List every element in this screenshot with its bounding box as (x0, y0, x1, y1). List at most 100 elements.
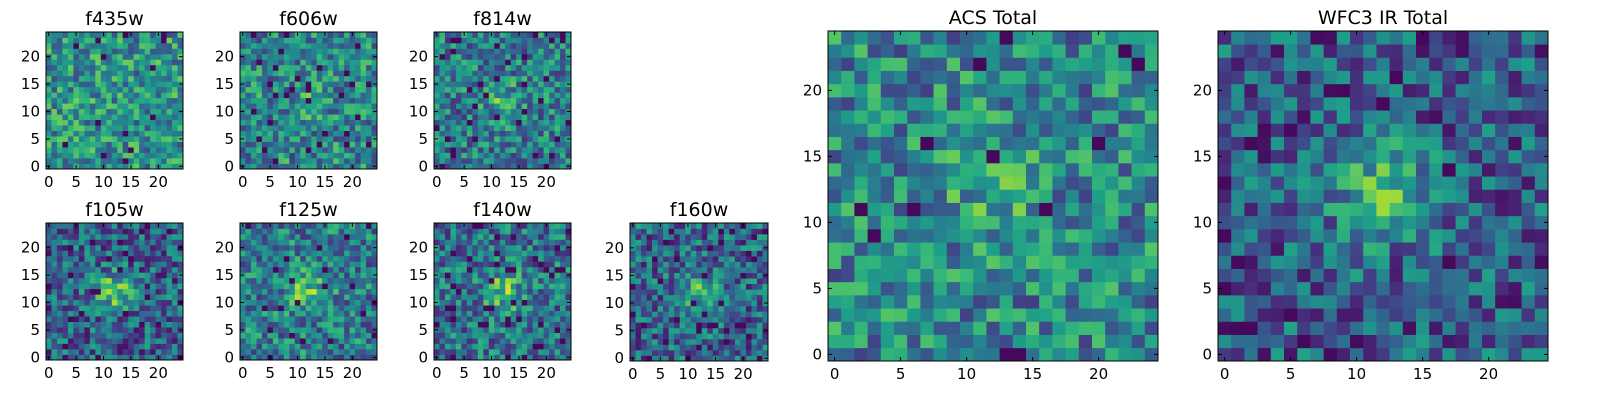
heatmap-cell (128, 37, 134, 43)
y-tick-label: 0 (30, 157, 40, 175)
heatmap-cell (68, 65, 74, 71)
heatmap-cell (685, 339, 691, 345)
heatmap-cell (702, 300, 708, 306)
heatmap-cell (161, 70, 167, 76)
heatmap-cell (680, 311, 686, 317)
heatmap-cell (533, 147, 539, 153)
heatmap-cell (267, 272, 273, 278)
heatmap-cell (746, 234, 752, 240)
heatmap-cell (51, 136, 57, 142)
heatmap-cell (112, 98, 118, 104)
heatmap-cell (322, 136, 328, 142)
heatmap-cell (333, 355, 339, 361)
heatmap-cell (46, 305, 52, 311)
heatmap-cell (669, 322, 675, 328)
heatmap-cell (112, 228, 118, 234)
heatmap-cell (344, 37, 350, 43)
heatmap-cell (461, 131, 467, 137)
heatmap-cell (273, 289, 279, 295)
heatmap-cell (284, 250, 290, 256)
heatmap-cell (339, 261, 345, 267)
heatmap-cell (372, 322, 378, 328)
heatmap-cell (278, 283, 284, 289)
heatmap-cell (317, 333, 323, 339)
heatmap-cell (284, 327, 290, 333)
heatmap-cell (538, 338, 544, 344)
heatmap-cell (306, 147, 312, 153)
heatmap-cell (167, 289, 173, 295)
heatmap-cell (920, 295, 934, 309)
heatmap-cell (522, 131, 528, 137)
heatmap-cell (150, 256, 156, 262)
heatmap-cell (533, 272, 539, 278)
heatmap-cell (450, 37, 456, 43)
heatmap-cell (533, 344, 539, 350)
heatmap-cell (1039, 163, 1053, 177)
heatmap-cell (245, 283, 251, 289)
heatmap-cell (549, 98, 555, 104)
heatmap-cell (522, 87, 528, 93)
heatmap-cell (57, 228, 63, 234)
heatmap-cell (439, 153, 445, 159)
heatmap-cell (284, 65, 290, 71)
heatmap-cell (478, 327, 484, 333)
heatmap-cell (333, 234, 339, 240)
heatmap-cell (112, 109, 118, 115)
heatmap-cell (489, 327, 495, 333)
heatmap-cell (289, 92, 295, 98)
heatmap-cell (355, 54, 361, 60)
heatmap-cell (489, 43, 495, 49)
heatmap-cell (73, 142, 79, 148)
heatmap-cell (658, 350, 664, 356)
heatmap-cell (522, 239, 528, 245)
heatmap-cell (95, 87, 101, 93)
heatmap-cell (467, 147, 473, 153)
heatmap-cell (674, 339, 680, 345)
heatmap-cell (62, 311, 68, 317)
heatmap-cell (372, 92, 378, 98)
heatmap-cell (73, 338, 79, 344)
heatmap-cell (339, 114, 345, 120)
heatmap-cell (841, 150, 855, 164)
heatmap-cell (90, 32, 96, 38)
heatmap-cell (134, 114, 140, 120)
heatmap-cell (500, 316, 506, 322)
heatmap-cell (757, 344, 763, 350)
heatmap-cell (868, 242, 882, 256)
heatmap-cell (439, 272, 445, 278)
heatmap-cell (746, 344, 752, 350)
heatmap-cell (986, 163, 1000, 177)
heatmap-cell (361, 81, 367, 87)
heatmap-cell (84, 327, 90, 333)
heatmap-cell (841, 229, 855, 243)
heatmap-cell (62, 344, 68, 350)
heatmap-cell (751, 317, 757, 323)
heatmap-cell (696, 256, 702, 262)
heatmap-cell (483, 355, 489, 361)
heatmap-cell (112, 239, 118, 245)
heatmap-cell (566, 311, 572, 317)
heatmap-cell (344, 158, 350, 164)
heatmap-cell (68, 278, 74, 284)
heatmap-cell (284, 81, 290, 87)
heatmap-cell (139, 92, 145, 98)
heatmap-cell (641, 284, 647, 290)
heatmap-cell (680, 344, 686, 350)
heatmap-cell (73, 294, 79, 300)
heatmap-cell (262, 333, 268, 339)
heatmap-cell (538, 223, 544, 229)
heatmap-cell (702, 306, 708, 312)
heatmap-cell (516, 344, 522, 350)
heatmap-cell (729, 311, 735, 317)
heatmap-cell (960, 335, 974, 349)
heatmap-cell (112, 37, 118, 43)
heatmap-cell (289, 142, 295, 148)
heatmap-cell (311, 131, 317, 137)
heatmap-cell (273, 305, 279, 311)
heatmap-cell (500, 158, 506, 164)
heatmap-cell (472, 289, 478, 295)
heatmap-cell (680, 289, 686, 295)
heatmap-cell (751, 328, 757, 334)
heatmap-cell (267, 250, 273, 256)
heatmap-cell (306, 65, 312, 71)
